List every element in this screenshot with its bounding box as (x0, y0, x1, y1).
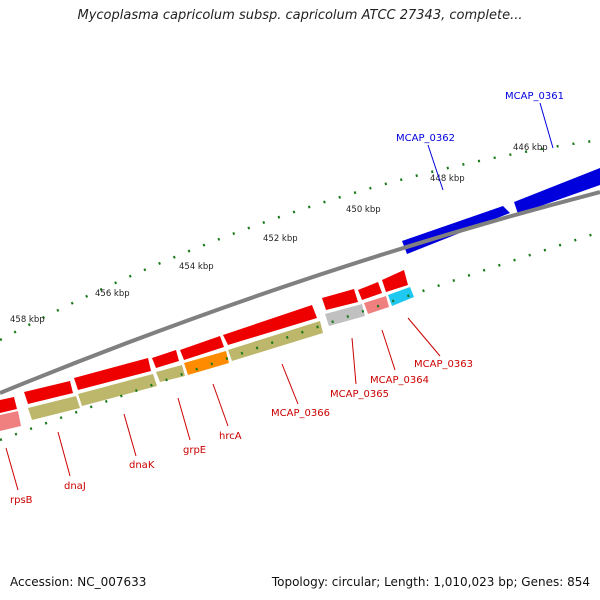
gene-label-MCAP_0364[interactable]: MCAP_0364 (370, 375, 429, 386)
gene-label-MCAP_0363[interactable]: MCAP_0363 (414, 359, 473, 370)
gene-arrow-MCAP_0366[interactable] (223, 305, 317, 345)
tick-labels: 446 kbp 448 kbp 450 kbp 452 kbp 454 kbp … (10, 143, 548, 325)
gene-arrow-dnaK[interactable] (74, 358, 151, 390)
gene-arrow-hrcA[interactable] (180, 336, 224, 360)
tick-label: 454 kbp (179, 262, 214, 272)
tick-label: 450 kbp (346, 205, 381, 215)
gene-label-dnaJ[interactable]: dnaJ (64, 481, 86, 492)
gene-label-MCAP_0365[interactable]: MCAP_0365 (330, 389, 389, 400)
tick-label: 448 kbp (430, 174, 465, 184)
tick-ring-inner (0, 230, 600, 442)
tick-label: 456 kbp (95, 289, 130, 299)
gene-arrow-MCAP_0363[interactable] (382, 270, 408, 292)
leader-lines (5, 102, 554, 491)
gene-label-rpsB[interactable]: rpsB (10, 495, 33, 506)
gene-arrow-MCAP_0365[interactable] (322, 289, 358, 310)
gene-label-hrcA[interactable]: hrcA (219, 431, 242, 442)
genome-backbone (0, 190, 600, 395)
accession-text: Accession: NC_007633 (10, 575, 147, 589)
cog-bars (0, 287, 414, 431)
gene-arrow-MCAP_0361[interactable] (514, 168, 600, 214)
gene-label-MCAP_0362[interactable]: MCAP_0362 (396, 133, 455, 144)
topology-summary: Topology: circular; Length: 1,010,023 bp… (271, 575, 590, 589)
tick-label: 452 kbp (263, 234, 298, 244)
gene-label-grpE[interactable]: grpE (183, 445, 206, 456)
gene-arrow-MCAP_0364[interactable] (358, 282, 382, 300)
gene-arrow-rpsB[interactable] (0, 397, 17, 413)
gene-arrow-grpE[interactable] (152, 350, 179, 368)
tick-label: 446 kbp (513, 143, 548, 153)
gene-label-MCAP_0361[interactable]: MCAP_0361 (505, 91, 564, 102)
tick-label: 458 kbp (10, 315, 45, 325)
gene-label-MCAP_0366[interactable]: MCAP_0366 (271, 408, 330, 419)
map-title: Mycoplasma capricolum subsp. capricolum … (77, 8, 523, 23)
gene-arrow-dnaJ[interactable] (24, 381, 73, 404)
gene-label-dnaK[interactable]: dnaK (129, 460, 155, 471)
reverse-strand (0, 270, 408, 413)
